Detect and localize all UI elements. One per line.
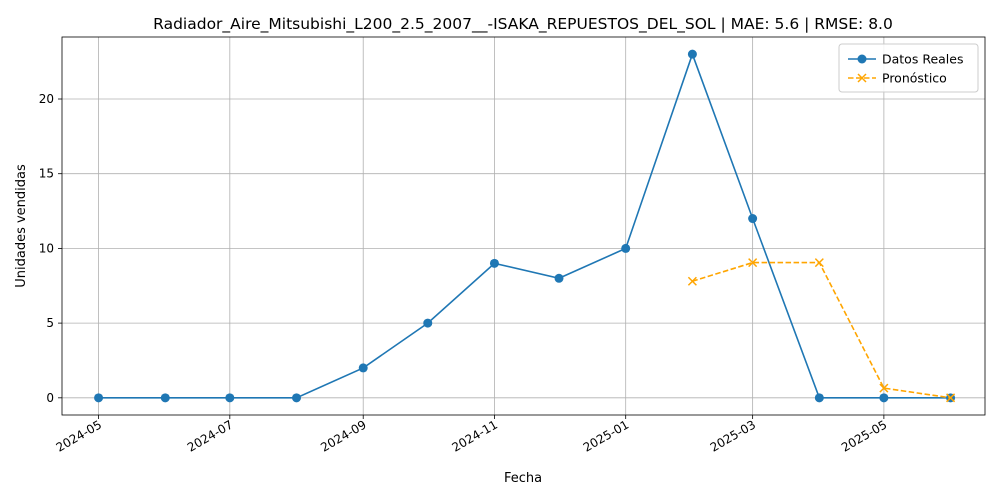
data-point-pronostico: [814, 258, 824, 268]
legend-marker-pronostico: [857, 73, 867, 83]
data-point-datos-reales: [358, 363, 368, 373]
data-point-datos-reales: [879, 393, 889, 403]
y-tick-label: 0: [46, 391, 54, 405]
y-tick-label: 15: [39, 167, 54, 181]
legend-item-datos-reales: Datos Reales: [848, 52, 963, 67]
legend-marker-datos-reales: [857, 54, 867, 64]
data-point-datos-reales: [94, 393, 104, 403]
data-point-pronostico: [748, 258, 758, 268]
y-tick-label: 5: [46, 316, 54, 330]
data-point-pronostico: [946, 393, 956, 403]
data-point-datos-reales: [554, 273, 564, 283]
plot-frame: [61, 36, 986, 416]
y-axis-label: Unidades vendidas: [14, 164, 29, 288]
y-tick-label: 10: [39, 241, 54, 255]
legend-label-datos-reales: Datos Reales: [882, 52, 963, 67]
data-point-datos-reales: [621, 243, 631, 253]
legend-box: [838, 43, 979, 93]
data-point-datos-reales: [160, 393, 170, 403]
data-point-datos-reales: [687, 49, 697, 59]
data-point-pronostico: [879, 383, 889, 393]
data-point-datos-reales: [292, 393, 302, 403]
data-point-datos-reales: [225, 393, 235, 403]
data-point-datos-reales: [489, 258, 499, 268]
legend: Datos Reales Pronóstico: [838, 43, 979, 93]
legend-label-pronostico: Pronóstico: [882, 71, 947, 86]
chart-title: Radiador_Aire_Mitsubishi_L200_2.5_2007__…: [153, 15, 893, 34]
data-point-datos-reales: [748, 214, 758, 224]
series-line-datos-reales: [98, 51, 951, 399]
legend-item-pronostico: Pronóstico: [848, 71, 947, 86]
x-axis-label: Fecha: [504, 471, 542, 486]
data-point-datos-reales: [423, 318, 433, 328]
y-tick-label: 20: [39, 92, 54, 106]
series-layer: [94, 49, 956, 403]
data-point-datos-reales: [814, 393, 824, 403]
data-point-pronostico: [687, 276, 697, 286]
